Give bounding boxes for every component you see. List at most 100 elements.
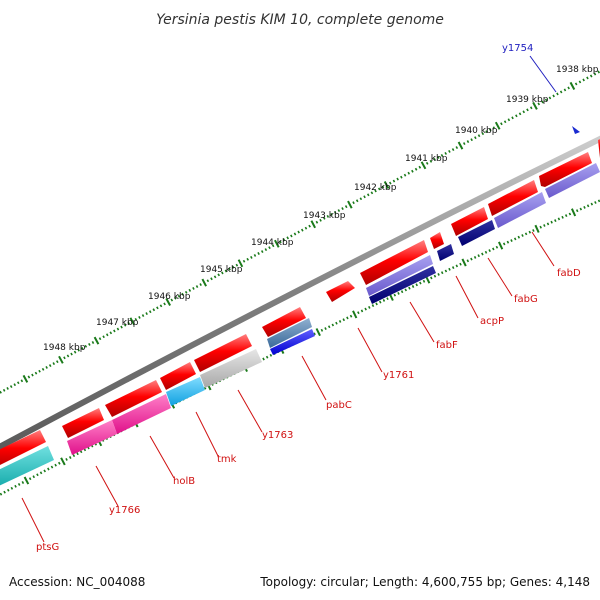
gene-arrow[interactable] — [105, 380, 162, 417]
feature-segment[interactable] — [545, 163, 600, 198]
inner-tick — [532, 229, 535, 232]
outer-tick — [91, 341, 95, 344]
feature-segment[interactable] — [267, 318, 312, 348]
tick-label-1938: 1938 kbp — [556, 65, 599, 75]
outer-tick — [455, 146, 459, 149]
inner-tick — [315, 328, 321, 337]
feature-segment[interactable] — [437, 244, 454, 261]
gene-label-holB[interactable]: holB — [173, 476, 195, 487]
inner-tick — [404, 288, 408, 292]
outer-tick — [268, 246, 271, 250]
inner-tick — [524, 232, 528, 236]
outer-tick — [13, 383, 17, 387]
outer-tick — [195, 285, 199, 288]
feature-segment[interactable] — [270, 329, 315, 355]
gene-arrow[interactable] — [194, 334, 252, 372]
inner-tick — [408, 286, 411, 290]
outer-tick — [433, 157, 436, 161]
outer-tick — [370, 191, 374, 195]
gene-arrow[interactable] — [488, 180, 538, 216]
outer-tick — [593, 72, 597, 76]
inner-tick — [324, 327, 327, 330]
leader-line — [409, 301, 435, 343]
gene-arrow[interactable] — [326, 281, 355, 302]
feature-segment[interactable] — [112, 394, 171, 434]
gene-label-fabF[interactable]: fabF — [436, 340, 458, 351]
outer-tick — [389, 181, 392, 185]
gene-label-tmk[interactable]: tmk — [217, 454, 237, 465]
outer-tick — [206, 279, 210, 283]
outer-tick — [457, 141, 464, 150]
outer-tick — [109, 331, 113, 335]
outer-tick — [474, 136, 477, 140]
inner-tick — [335, 321, 338, 325]
inner-tick — [342, 318, 346, 322]
outer-tick — [45, 366, 48, 369]
feature-segment[interactable] — [494, 192, 546, 228]
gene-label-y1754[interactable]: y1754 — [502, 43, 533, 54]
feature-segment[interactable] — [369, 266, 436, 304]
inner-tick — [502, 242, 506, 246]
gene-label-acpP[interactable]: acpP — [480, 316, 504, 327]
leader-line — [237, 389, 263, 433]
outer-tick — [485, 130, 488, 134]
feature-segment[interactable] — [366, 255, 433, 296]
gene-arrow[interactable] — [451, 207, 488, 236]
feature-segment[interactable] — [458, 220, 495, 246]
gene-arrow[interactable] — [262, 307, 306, 337]
outer-tick — [181, 292, 184, 296]
gene-label-fabD[interactable]: fabD — [557, 268, 581, 279]
inner-tick — [419, 281, 422, 285]
leader-line — [149, 435, 175, 479]
outer-tick — [224, 269, 228, 273]
gene-arrow[interactable] — [430, 232, 444, 249]
outer-tick — [242, 259, 246, 263]
gene-arrow[interactable] — [539, 152, 592, 187]
inner-tick — [203, 386, 207, 390]
outer-tick — [235, 263, 239, 267]
outer-tick — [569, 81, 576, 90]
inner-tick-ring — [0, 199, 600, 496]
inner-tick — [397, 291, 400, 295]
inner-tick — [513, 237, 517, 241]
inner-tick — [440, 271, 444, 275]
outer-tick — [257, 252, 260, 255]
inner-tick — [570, 208, 577, 217]
gene-label-y1766[interactable]: y1766 — [109, 505, 140, 516]
gene-label-pabC[interactable]: pabC — [326, 400, 352, 411]
outer-tick — [77, 348, 80, 352]
outer-tick — [597, 70, 600, 74]
outer-tick — [93, 336, 100, 345]
outer-tick — [310, 220, 316, 229]
feature-segment[interactable] — [67, 420, 117, 455]
gene-arrow[interactable] — [0, 430, 46, 470]
gene-label-ptsG[interactable]: ptsG — [36, 542, 59, 553]
gene-arrow[interactable] — [360, 240, 428, 285]
feature-segment[interactable] — [200, 349, 262, 388]
outer-tick — [586, 76, 589, 80]
feature-segment[interactable] — [0, 446, 54, 490]
inner-tick — [473, 255, 477, 259]
gene-label-y1763[interactable]: y1763 — [262, 430, 293, 441]
outer-tick — [253, 254, 257, 257]
inner-tick — [448, 267, 451, 271]
outer-tick — [48, 364, 52, 367]
gene-arrow[interactable] — [62, 408, 104, 438]
inner-tick — [430, 276, 433, 280]
outer-tick — [381, 185, 385, 189]
feature-segment[interactable] — [166, 377, 205, 406]
inner-tick — [3, 490, 6, 494]
outer-tick — [488, 128, 492, 132]
inner-tick — [543, 224, 546, 227]
outer-tick — [337, 209, 341, 212]
leader-line — [455, 275, 479, 319]
outer-tick — [403, 173, 407, 177]
outer-tick — [290, 234, 293, 238]
gene-label-fabG[interactable]: fabG — [514, 294, 538, 305]
inner-tick — [534, 224, 540, 233]
gene-arrow[interactable] — [160, 362, 196, 390]
gene-label-y1761[interactable]: y1761 — [383, 370, 414, 381]
outer-tick — [9, 385, 13, 388]
outer-tick — [152, 308, 156, 312]
